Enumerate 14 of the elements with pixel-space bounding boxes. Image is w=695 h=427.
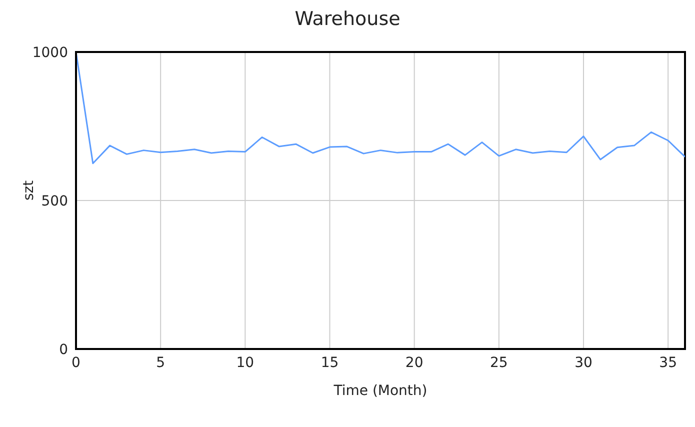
x-tick-label: 0 (72, 354, 80, 371)
x-tick-label: 35 (659, 354, 677, 371)
x-axis-title: Time (Month) (332, 383, 428, 399)
y-tick-label: 0 (59, 342, 68, 358)
x-tick-label: 5 (156, 354, 166, 371)
x-tick-label: 30 (574, 354, 592, 371)
x-tick-label: 20 (405, 354, 424, 371)
x-tick-label: 25 (490, 354, 508, 371)
x-tick-label: 15 (320, 354, 339, 371)
chart-title: Warehouse (294, 8, 402, 30)
y-tick-label: 500 (41, 193, 68, 210)
y-tick-label: 1000 (32, 44, 68, 61)
y-axis-title: szt (20, 180, 37, 200)
x-tick-label: 10 (236, 354, 254, 371)
